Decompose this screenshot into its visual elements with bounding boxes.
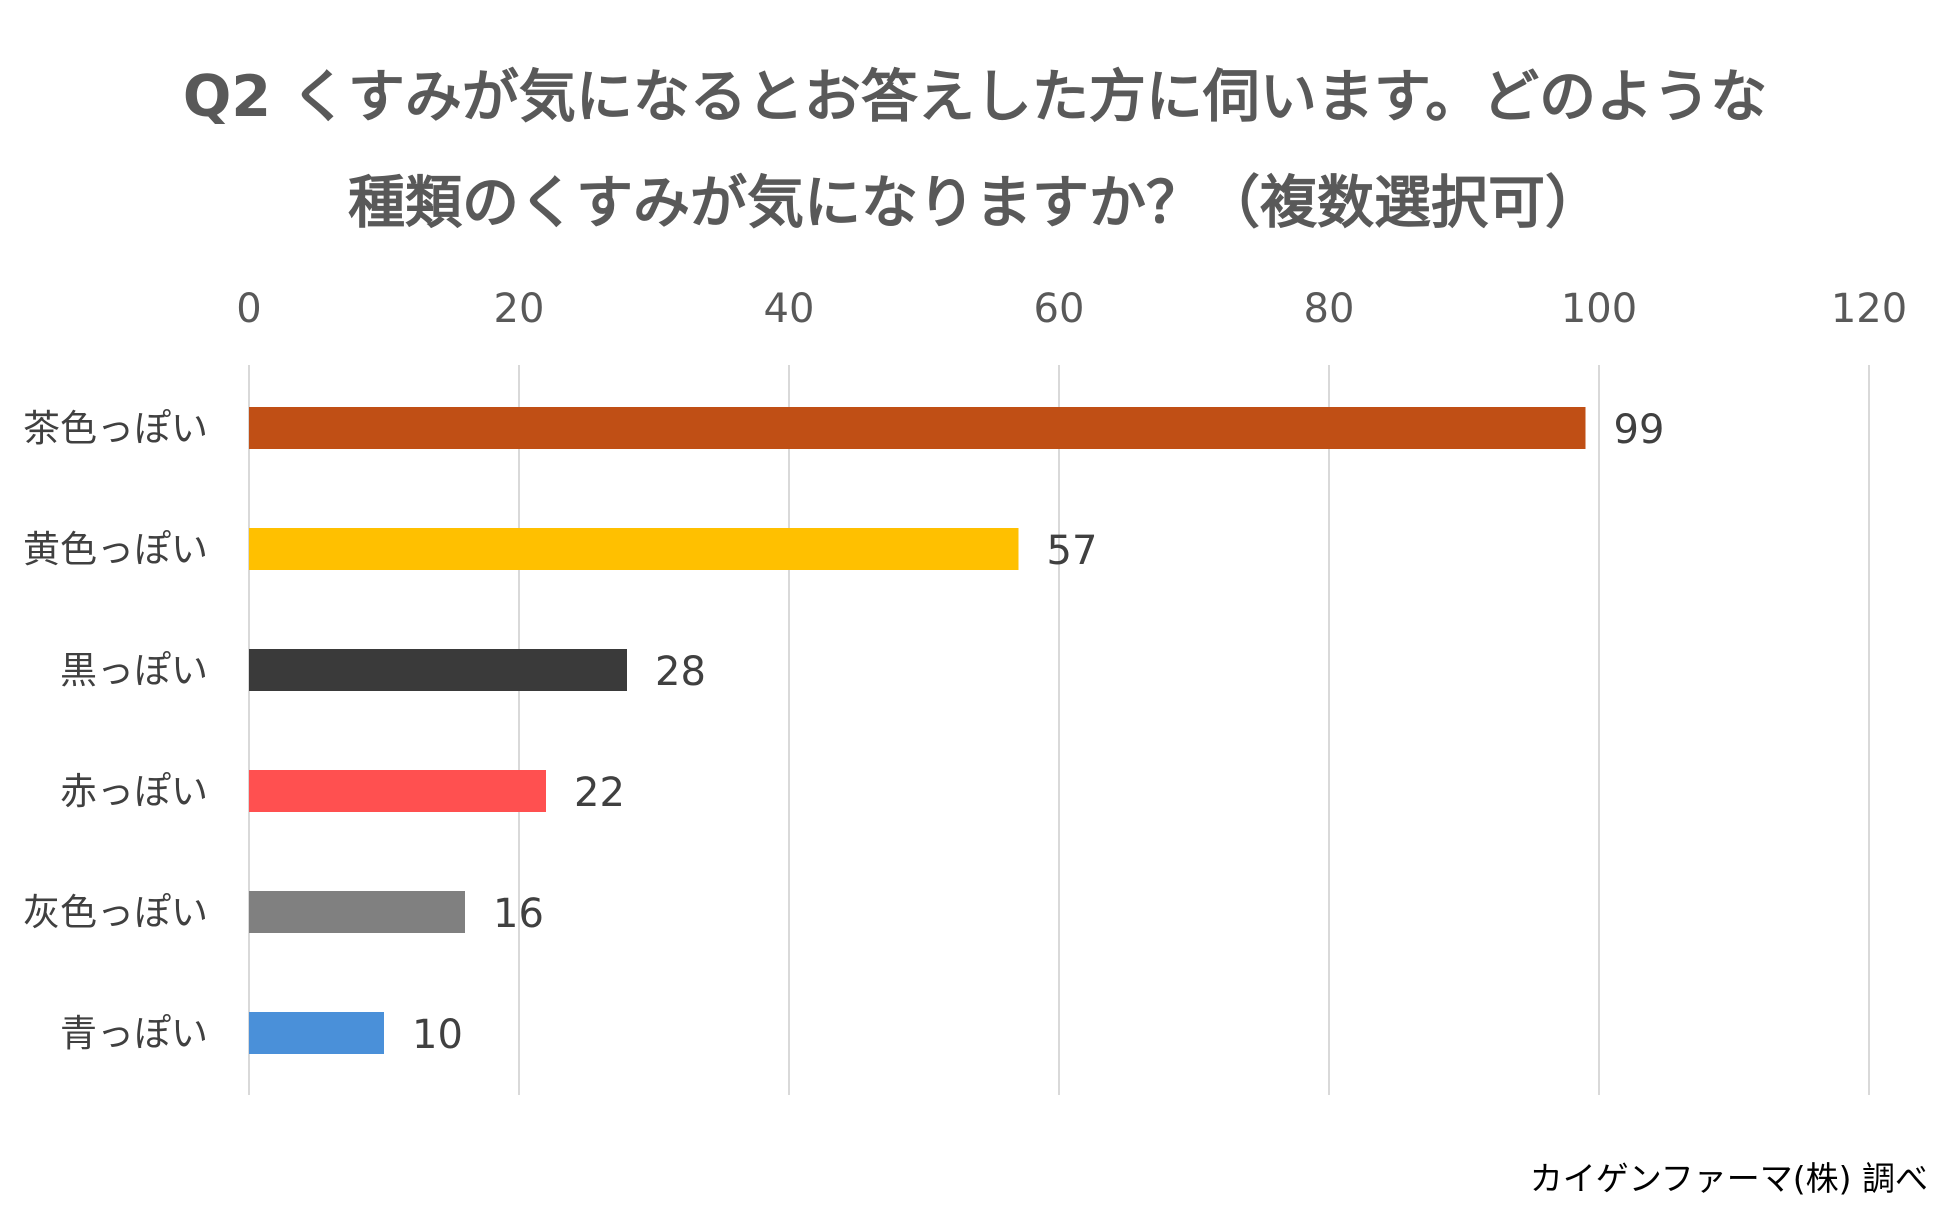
data-label-1: 99 (1614, 407, 1665, 453)
category-label-4: 赤っぽい (60, 770, 208, 813)
bar-2 (249, 528, 1019, 570)
x-tick-label-60: 60 (1034, 286, 1085, 332)
x-tick-label-0: 0 (236, 286, 261, 332)
chart-title-line-1: Q2 くすみが気になるとお答えした方に伺います。どのような (182, 64, 1768, 130)
bar-6 (249, 1012, 384, 1054)
category-label-1: 茶色っぽい (23, 407, 208, 450)
data-label-2: 57 (1047, 528, 1098, 574)
data-label-6: 10 (412, 1012, 463, 1058)
x-tick-label-120: 120 (1831, 286, 1907, 332)
bar-5 (249, 891, 465, 933)
chart-title-line-2: 種類のくすみが気になりますか？（複数選択可） (348, 170, 1602, 236)
gridlines (248, 365, 1870, 1095)
x-tick-label-20: 20 (494, 286, 545, 332)
category-label-5: 灰色っぽい (23, 891, 208, 934)
x-tick-label-100: 100 (1561, 286, 1637, 332)
category-label-2: 黄色っぽい (23, 528, 208, 571)
source-note: カイゲンファーマ(株) 調べ (1529, 1159, 1928, 1198)
bar-4 (249, 770, 546, 812)
data-label-3: 28 (655, 649, 706, 695)
category-label-3: 黒っぽい (60, 649, 208, 692)
x-axis-ticks: 0 20 40 60 80 100 120 (236, 286, 1907, 332)
data-labels: 99 57 28 22 16 10 (412, 407, 1664, 1058)
bars (249, 407, 1586, 1054)
chart-title: Q2 くすみが気になるとお答えした方に伺います。どのような 種類のくすみが気にな… (0, 44, 1950, 256)
x-tick-label-80: 80 (1304, 286, 1355, 332)
bar-3 (249, 649, 627, 691)
x-tick-label-40: 40 (764, 286, 815, 332)
data-label-5: 16 (493, 891, 544, 937)
bar-1 (249, 407, 1586, 449)
data-label-4: 22 (574, 770, 625, 816)
category-label-6: 青っぽい (60, 1012, 208, 1055)
